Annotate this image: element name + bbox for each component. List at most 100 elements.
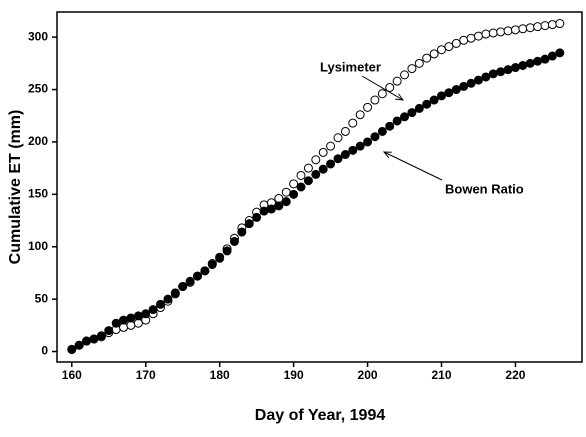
data-point	[215, 253, 225, 263]
data-point	[348, 145, 358, 155]
data-point	[178, 282, 188, 292]
data-point	[74, 340, 84, 350]
data-point	[281, 197, 291, 207]
data-point	[237, 227, 247, 237]
data-point	[119, 322, 129, 332]
data-point	[444, 88, 454, 98]
data-point	[126, 320, 136, 330]
y-tick-label: 100	[28, 239, 48, 253]
data-point	[156, 299, 166, 309]
data-point	[429, 95, 439, 105]
data-point	[444, 42, 454, 52]
x-tick-label: 190	[284, 368, 304, 382]
data-point	[437, 91, 447, 101]
data-point	[503, 65, 513, 75]
y-axis-title: Cumulative ET (mm)	[7, 110, 24, 265]
data-point	[340, 150, 350, 160]
data-point	[303, 163, 313, 173]
data-point	[466, 78, 476, 88]
data-point	[333, 133, 343, 143]
plot-frame	[56, 11, 583, 363]
data-point	[163, 294, 173, 304]
x-tick-label: 210	[431, 368, 451, 382]
data-point	[392, 116, 402, 126]
data-point	[200, 266, 210, 276]
data-point	[185, 276, 195, 286]
data-point	[348, 118, 358, 128]
data-point	[488, 28, 498, 38]
data-point	[207, 260, 217, 270]
data-point	[451, 85, 461, 95]
data-point	[547, 20, 557, 30]
data-point	[385, 82, 395, 92]
data-point	[377, 126, 387, 136]
data-point	[170, 288, 180, 298]
data-point	[311, 155, 321, 165]
data-point	[496, 67, 506, 77]
x-tick-label: 220	[505, 368, 525, 382]
data-point	[496, 27, 506, 37]
data-point	[422, 53, 432, 63]
data-point	[82, 336, 92, 346]
data-point	[296, 170, 306, 180]
data-point	[400, 112, 410, 122]
data-point	[266, 204, 276, 214]
data-point	[133, 311, 143, 321]
data-point	[400, 70, 410, 80]
data-point	[192, 271, 202, 281]
annotation: Lysimeter	[320, 59, 381, 74]
data-point	[111, 318, 121, 328]
data-point	[518, 24, 528, 34]
data-point	[451, 38, 461, 48]
data-point	[89, 334, 99, 344]
data-point	[555, 48, 565, 58]
data-point	[473, 31, 483, 41]
data-point	[318, 164, 328, 174]
annotation: Bowen Ratio	[445, 181, 524, 196]
data-point	[119, 315, 129, 325]
data-point	[326, 141, 336, 151]
data-point	[377, 89, 387, 99]
x-tick-label: 160	[62, 368, 82, 382]
data-point	[510, 25, 520, 35]
data-point	[96, 331, 106, 341]
data-point	[533, 56, 543, 66]
data-point	[296, 182, 306, 192]
data-point	[229, 236, 239, 246]
data-point	[126, 313, 136, 323]
data-point	[466, 33, 476, 43]
data-point	[333, 154, 343, 164]
data-point	[370, 132, 380, 142]
data-point	[414, 103, 424, 113]
x-tick-label: 200	[358, 368, 378, 382]
data-point	[340, 126, 350, 136]
data-point	[555, 19, 565, 29]
data-point	[67, 344, 77, 354]
y-tick-label: 200	[28, 134, 48, 148]
data-point	[488, 69, 498, 79]
data-point	[540, 54, 550, 64]
data-point	[429, 49, 439, 59]
annotation-arrow	[361, 75, 403, 100]
data-point	[289, 179, 299, 189]
data-point	[533, 22, 543, 32]
y-tick-label: 300	[28, 29, 48, 43]
data-point	[459, 35, 469, 45]
data-point	[363, 102, 373, 112]
data-point	[274, 194, 284, 204]
data-point	[274, 201, 284, 211]
data-point	[104, 326, 114, 336]
data-point	[540, 21, 550, 31]
x-tick-label: 180	[210, 368, 230, 382]
data-point	[311, 169, 321, 179]
data-point	[355, 141, 365, 151]
data-point	[481, 29, 491, 39]
y-tick-label: 250	[28, 82, 48, 96]
y-tick-label: 0	[41, 344, 48, 358]
data-point	[525, 58, 535, 68]
y-tick-label: 50	[35, 291, 49, 305]
data-point	[252, 212, 262, 222]
data-point	[437, 45, 447, 55]
data-point	[525, 23, 535, 33]
y-tick-label: 150	[28, 187, 48, 201]
